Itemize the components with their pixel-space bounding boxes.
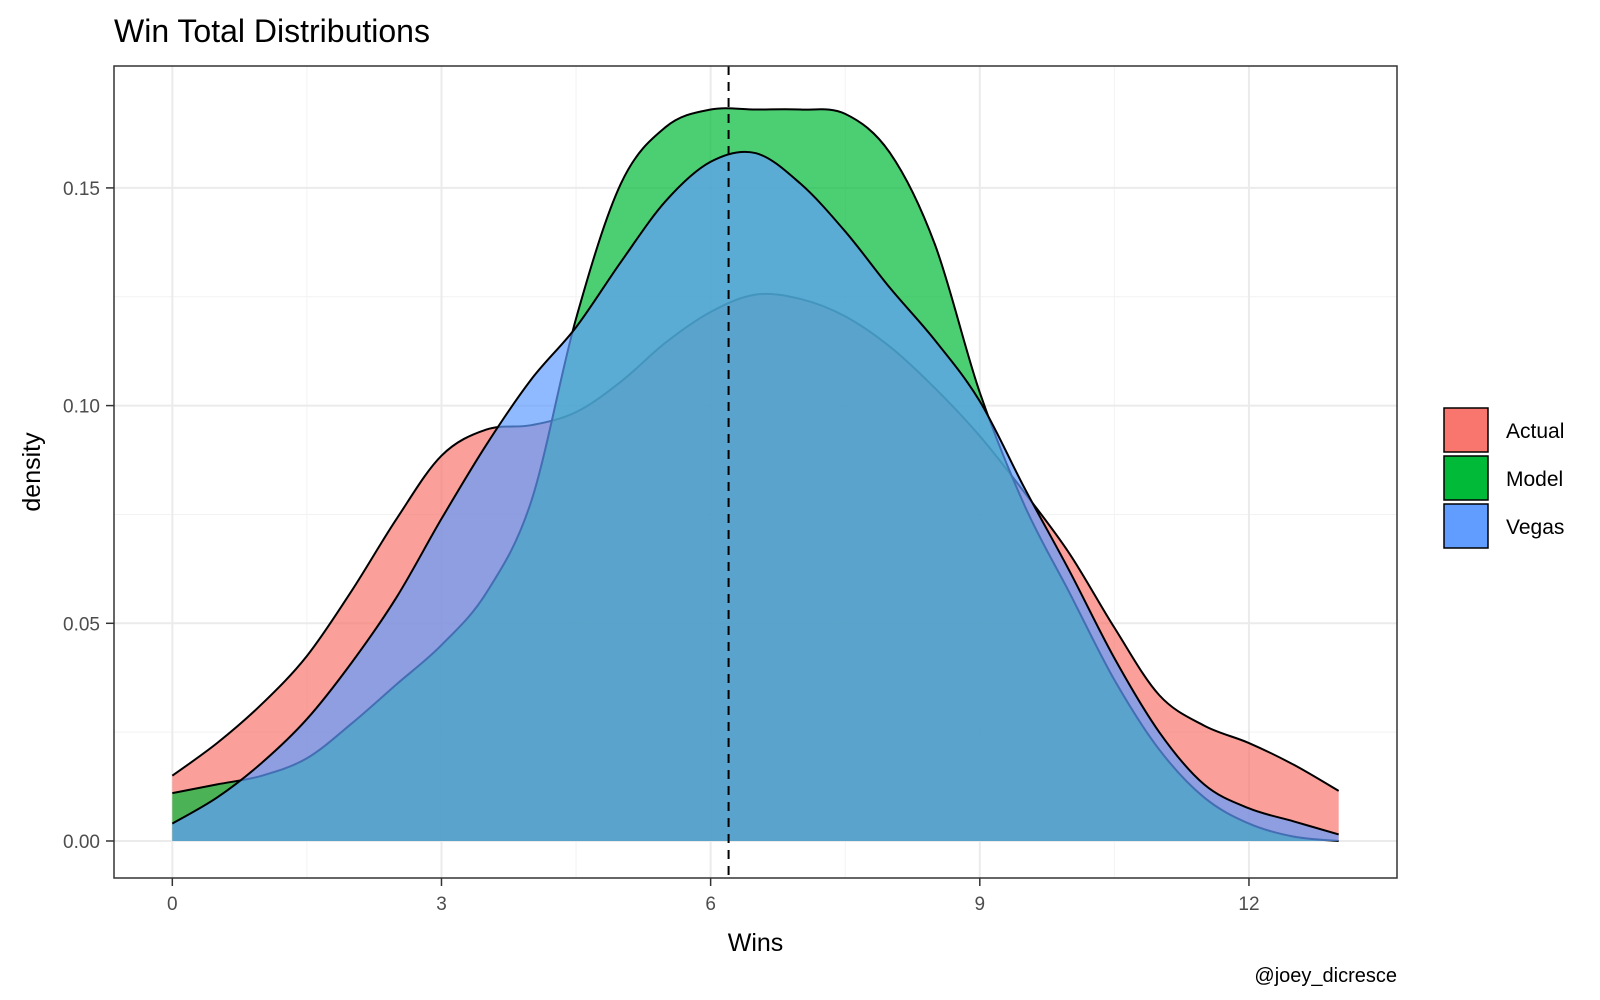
density-line-vegas	[171, 150, 1339, 836]
x-axis-title: Wins	[728, 929, 784, 957]
legend-label-actual: Actual	[1506, 420, 1564, 443]
chart-title: Win Total Distributions	[114, 13, 430, 49]
legend-swatch-model	[1443, 455, 1489, 501]
legend-label-model: Model	[1506, 468, 1563, 491]
x-tick-label: 12	[1238, 894, 1259, 915]
density-area-vegas	[172, 151, 1339, 841]
x-tick-label: 9	[975, 894, 986, 915]
y-tick-label: 0.10	[63, 397, 100, 418]
legend: Actual Model Vegas	[1443, 407, 1564, 549]
y-tick-label: 0.05	[63, 614, 100, 635]
legend-label-vegas: Vegas	[1506, 516, 1564, 539]
legend-swatch-vegas	[1443, 503, 1489, 549]
x-axis-ticks: 0 3 6 9 12	[167, 878, 1260, 915]
panel-border	[113, 65, 1398, 879]
y-tick-label: 0.15	[63, 179, 100, 200]
y-axis-title: density	[18, 432, 46, 512]
legend-swatch-actual	[1443, 407, 1489, 453]
y-tick-label: 0.00	[63, 832, 100, 853]
y-axis-ticks: 0.00 0.05 0.10 0.15	[63, 179, 114, 853]
x-tick-label: 6	[705, 894, 716, 915]
density-areas	[171, 107, 1340, 842]
x-tick-label: 0	[167, 894, 178, 915]
chart-caption: @joey_dicresce	[1254, 965, 1397, 987]
x-tick-label: 3	[436, 894, 447, 915]
